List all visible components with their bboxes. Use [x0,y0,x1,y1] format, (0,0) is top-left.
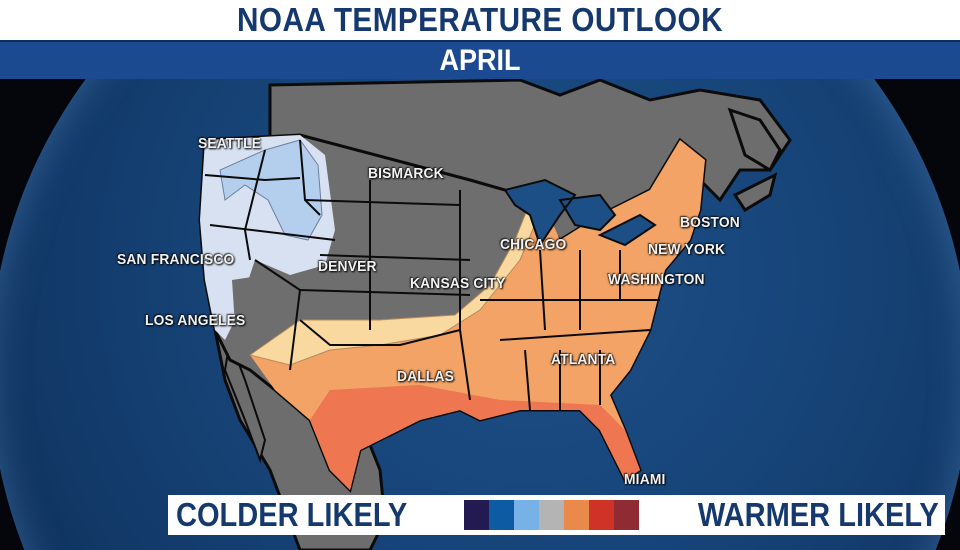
city-label-san-francisco: SAN FRANCISCO [117,251,235,268]
newfoundland-land [727,107,782,173]
city-label-miami: MIAMI [624,471,666,488]
month-label: APRIL [439,44,521,77]
subtitle-banner: APRIL [0,40,960,79]
legend-color-scale [464,500,639,530]
nova-scotia-land [732,172,778,213]
swatch-much-warmer [614,500,639,530]
city-label-washington: WASHINGTON [608,271,705,288]
swatch-slightly-colder [514,500,539,530]
city-label-los-angeles: LOS ANGELES [145,312,246,329]
baja-land [223,336,267,464]
great-lakes [503,178,657,248]
legend: COLDER LIKELY WARMER LIKELY [168,495,945,535]
city-label-denver: DENVER [318,258,377,275]
city-label-atlanta: ATLANTA [551,351,616,368]
city-label-chicago: CHICAGO [500,236,567,253]
city-label-kansas-city: KANSAS CITY [410,275,506,292]
warm-high-region [310,385,640,490]
page-title: NOAA TEMPERATURE OUTLOOK [236,1,723,38]
swatch-slightly-warmer [564,500,589,530]
city-label-seattle: SEATTLE [198,135,262,152]
swatch-colder [489,500,514,530]
neutral-sw-notch [232,275,300,345]
legend-colder-label: COLDER LIKELY [176,496,408,533]
swatch-warmer [589,500,614,530]
city-label-dallas: DALLAS [397,368,455,385]
state-borders [204,139,660,411]
city-label-new-york: NEW YORK [648,241,726,258]
swatch-much-colder [464,500,489,530]
city-label-bismarck: BISMARCK [368,165,444,182]
swatch-equal-chances [539,500,564,530]
title-banner: NOAA TEMPERATURE OUTLOOK [0,0,960,40]
city-label-boston: BOSTON [680,214,740,231]
legend-warmer-label: WARMER LIKELY [698,496,939,533]
